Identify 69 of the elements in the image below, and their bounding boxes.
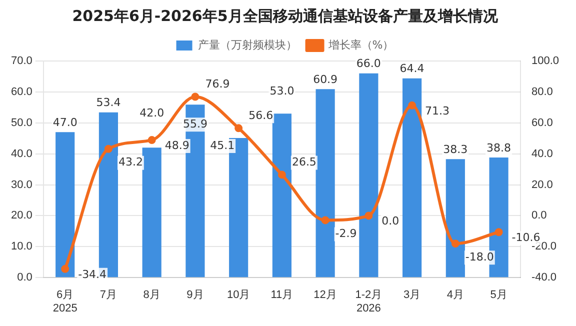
- x-tick-label: 3月: [403, 289, 421, 302]
- y2-tick-label: 20.0: [531, 178, 553, 191]
- x-tick-label: 7月: [100, 289, 118, 302]
- data-label: 56.6: [248, 109, 274, 122]
- point: [321, 216, 330, 224]
- data-label: 0.0: [382, 214, 400, 228]
- point: [364, 212, 373, 220]
- data-label: 45.1: [210, 138, 235, 152]
- data-label: 55.9: [182, 117, 208, 130]
- data-label: -2.9: [335, 227, 357, 240]
- data-label: 48.9: [164, 138, 190, 152]
- bar: [446, 159, 465, 278]
- y-tick-label: 30.0: [10, 178, 32, 191]
- data-label: 47.0: [52, 116, 78, 130]
- y2-tick-label: 100.0: [531, 55, 560, 68]
- x-tick-label: 4月: [446, 289, 464, 302]
- x-tick-label: 6月 2025: [52, 289, 78, 314]
- x-tick-label: 11月: [270, 289, 294, 302]
- point: [191, 92, 200, 101]
- y2-tick-label: 80.0: [531, 86, 553, 98]
- bar: [316, 89, 335, 278]
- y2-tick-label: 60.0: [531, 116, 553, 129]
- data-label: -10.6: [512, 230, 540, 244]
- data-label: 60.9: [313, 73, 338, 86]
- data-label: 64.4: [400, 62, 424, 76]
- data-label: 76.9: [205, 78, 230, 91]
- point: [494, 228, 503, 236]
- data-label: 43.2: [118, 156, 143, 169]
- x-tick-label: 10月: [226, 289, 250, 302]
- data-label: 53.0: [270, 84, 294, 98]
- x-tick-label: 8月: [143, 289, 160, 302]
- data-label: 42.0: [140, 106, 164, 120]
- point: [408, 101, 416, 110]
- x-tick-label: 1-2月 2026: [355, 289, 382, 314]
- point: [234, 124, 243, 132]
- y-tick-label: 70.0: [10, 55, 32, 68]
- data-label: 53.4: [96, 96, 121, 110]
- y2-tick-label: 40.0: [531, 148, 553, 160]
- point: [104, 144, 112, 153]
- y-tick-label: 60.0: [10, 86, 32, 98]
- legend-label: 产量（万射频模块）: [198, 38, 297, 52]
- y2-tick-label: -40.0: [531, 272, 557, 284]
- data-label: 38.8: [486, 141, 512, 154]
- y-tick-label: 10.0: [10, 240, 32, 253]
- point: [61, 264, 70, 273]
- y-tick-label: 40.0: [10, 148, 32, 160]
- bar: [142, 148, 162, 278]
- bar: [272, 114, 292, 278]
- y2-tick-label: 0.0: [531, 210, 547, 222]
- bar: [359, 73, 378, 278]
- data-label: 38.3: [443, 142, 468, 156]
- x-tick-label: 5月: [490, 289, 508, 302]
- bar: [56, 132, 75, 278]
- y-tick-label: 50.0: [10, 116, 32, 129]
- x-tick-label: 12月: [314, 289, 337, 302]
- point: [451, 240, 460, 248]
- point: [278, 170, 286, 179]
- y-tick-label: 20.0: [10, 210, 32, 222]
- data-label: -34.4: [78, 268, 107, 281]
- data-label: 26.5: [292, 156, 316, 169]
- x-tick-label: 9月: [186, 289, 204, 302]
- legend-label: 增长率（%）: [327, 38, 394, 52]
- chart-title: 2025年6月-2026年5月全国移动通信基站设备产量及增长情况: [72, 6, 499, 25]
- y-tick-label: 0.0: [17, 272, 32, 284]
- data-label: 71.3: [425, 104, 450, 118]
- data-label: 66.0: [356, 57, 381, 70]
- data-label: -18.0: [465, 250, 494, 264]
- point: [148, 136, 156, 144]
- bar: [402, 78, 422, 278]
